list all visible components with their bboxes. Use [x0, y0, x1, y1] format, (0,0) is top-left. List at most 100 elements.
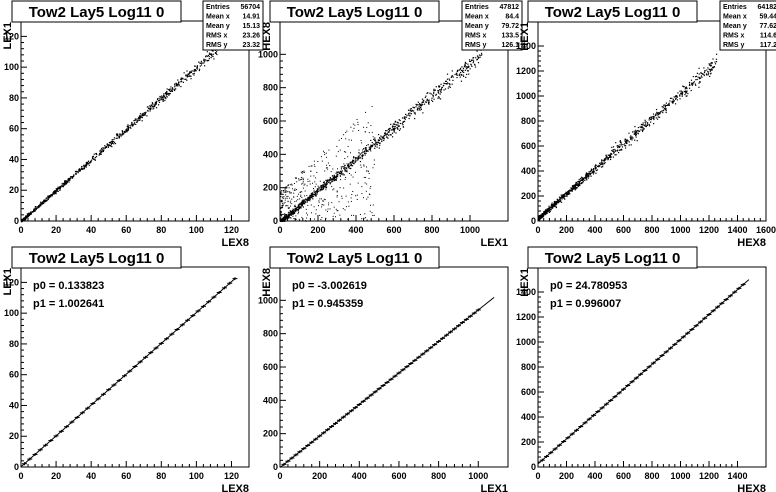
scatter-point — [285, 214, 287, 216]
scatter-point — [285, 205, 287, 207]
scatter-point — [52, 193, 54, 195]
scatter-point — [117, 134, 119, 136]
scatter-point — [26, 216, 28, 218]
scatter-point — [306, 200, 308, 202]
scatter-point — [570, 190, 572, 192]
scatter-point — [360, 140, 362, 142]
scatter-point — [341, 195, 343, 197]
scatter-point — [707, 71, 710, 73]
scatter-point — [371, 144, 373, 147]
scatter-point — [464, 64, 466, 66]
scatter-point — [27, 214, 30, 216]
scatter-point — [472, 57, 474, 59]
scatter-point — [344, 209, 346, 211]
scatter-point — [566, 195, 568, 197]
scatter-point — [283, 196, 285, 198]
scatter-point — [192, 73, 194, 75]
scatter-point — [169, 92, 171, 95]
scatter-point — [53, 191, 55, 194]
pad-p5: 0 200 400 600 800 100002004006008001000LEX1HE… — [258, 246, 509, 492]
scatter-point — [373, 159, 375, 161]
scatter-point — [354, 156, 356, 159]
scatter-point — [548, 207, 550, 210]
scatter-point — [350, 164, 352, 166]
scatter-point — [96, 153, 98, 156]
scatter-point — [643, 128, 645, 130]
scatter-point — [80, 168, 82, 171]
scatter-point — [344, 178, 346, 180]
scatter-point — [294, 209, 296, 211]
scatter-point — [288, 207, 290, 209]
scatter-point — [349, 162, 352, 164]
scatter-point — [397, 125, 400, 128]
scatter-point — [63, 182, 65, 184]
scatter-point — [457, 74, 459, 76]
scatter-point — [284, 219, 286, 221]
scatter-point — [403, 120, 406, 122]
scatter-point — [629, 138, 632, 140]
stats-label: Mean x — [723, 14, 747, 21]
scatter-point — [635, 132, 637, 135]
scatter-point — [154, 102, 157, 104]
x-tick-label: 600 — [616, 471, 631, 481]
scatter-point — [614, 154, 616, 156]
scatter-point — [422, 101, 424, 103]
scatter-point — [176, 84, 178, 86]
scatter-point — [399, 128, 402, 130]
scatter-point — [396, 121, 398, 123]
scatter-point — [569, 193, 571, 195]
scatter-point — [105, 145, 108, 148]
x-tick-label: 600 — [386, 225, 401, 235]
scatter-point — [326, 186, 328, 188]
scatter-point — [470, 64, 472, 66]
plot-title: Tow2 Lay5 Log11 0 — [29, 4, 165, 21]
scatter-point — [216, 53, 218, 56]
stats-label: RMS y — [465, 42, 487, 49]
x-tick-label: 1000 — [460, 225, 480, 235]
scatter-point — [609, 154, 611, 157]
scatter-point — [376, 143, 378, 145]
scatter-point — [619, 145, 621, 148]
scatter-point — [362, 154, 364, 157]
scatter-point — [633, 130, 635, 132]
scatter-point — [603, 160, 605, 162]
scatter-point — [437, 89, 439, 92]
scatter-point — [157, 100, 160, 102]
scatter-point — [342, 208, 344, 210]
scatter-point — [375, 141, 377, 143]
scatter-point — [351, 161, 353, 163]
scatter-point — [38, 206, 40, 209]
scatter-point — [605, 157, 607, 159]
scatter-point — [692, 75, 694, 78]
scatter-point — [656, 118, 659, 120]
scatter-point — [313, 206, 315, 208]
scatter-point — [299, 179, 301, 181]
scatter-point — [290, 212, 292, 214]
scatter-point — [319, 198, 321, 200]
scatter-point — [299, 198, 301, 200]
scatter-point — [31, 211, 33, 213]
scatter-point — [158, 101, 161, 103]
scatter-point — [151, 103, 154, 105]
scatter-point — [71, 176, 74, 178]
scatter-point — [385, 134, 387, 136]
scatter-point — [548, 205, 550, 207]
scatter-point — [380, 138, 382, 140]
scatter-point — [425, 101, 428, 103]
scatter-point — [411, 109, 413, 111]
scatter-point — [575, 188, 577, 190]
scatter-point — [337, 210, 339, 212]
scatter-point — [348, 139, 350, 141]
scatter-point — [350, 126, 352, 128]
scatter-point — [195, 67, 198, 69]
scatter-point — [422, 112, 424, 114]
scatter-point — [449, 79, 451, 81]
scatter-point — [590, 175, 592, 177]
scatter-point — [146, 106, 149, 108]
scatter-point — [353, 163, 355, 165]
scatter-point — [684, 87, 687, 89]
scatter-point — [204, 65, 206, 67]
scatter-point — [78, 169, 80, 171]
scatter-point — [579, 180, 581, 182]
scatter-point — [292, 213, 294, 215]
